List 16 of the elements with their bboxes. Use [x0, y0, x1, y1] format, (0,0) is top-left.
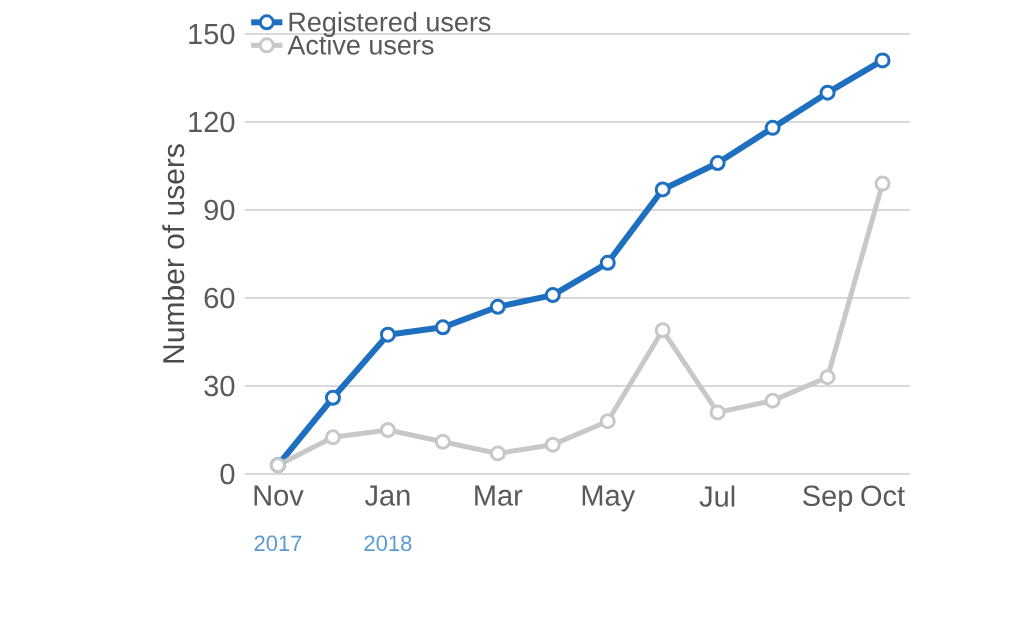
text: 2018: [364, 535, 412, 552]
x-tick-label: Mar: [475, 485, 523, 506]
y-tick-label: 120: [189, 111, 235, 133]
y-tick-label: 150: [189, 23, 235, 45]
y-axis-title: Number of users: [162, 144, 185, 363]
y-tick-label: 60: [204, 287, 235, 309]
text: 2017: [254, 535, 302, 552]
x-tick-label: Oct: [861, 485, 905, 507]
x-tick-label: Jan: [364, 485, 410, 506]
x-tick-label: May: [582, 485, 636, 512]
x-tick-label: Sep: [803, 485, 853, 512]
x-tick-label: Nov: [254, 485, 304, 506]
x-tick-label: Jul: [699, 485, 735, 507]
y-tick-label: 30: [204, 375, 235, 397]
y-tick-label: 90: [204, 199, 235, 221]
y-tick-label: 0: [220, 463, 235, 485]
